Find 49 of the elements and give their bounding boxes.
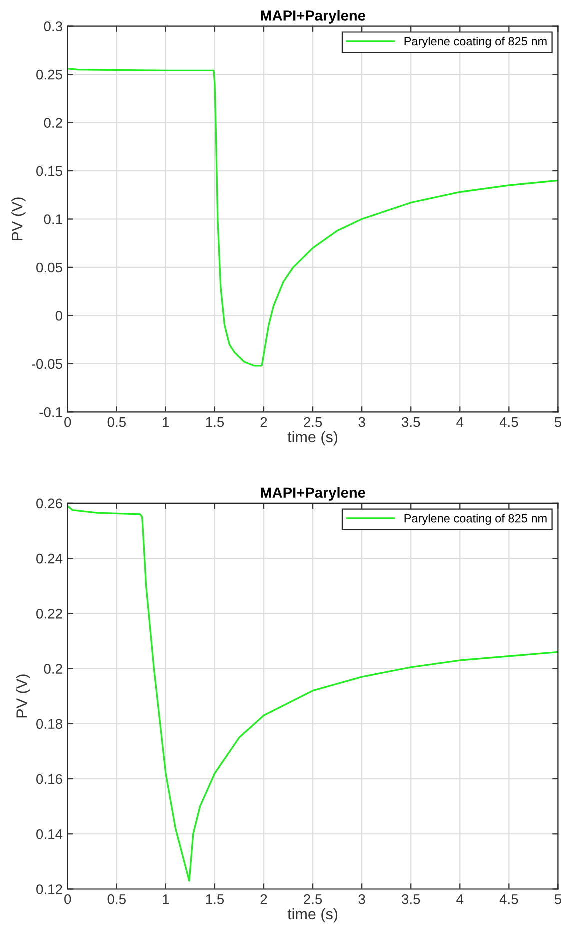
y-tick-label: 0.16 (36, 774, 62, 784)
x-axis-title: time (s) (288, 908, 338, 923)
x-tick-label: 2 (260, 417, 268, 428)
y-tick-label: 0.1 (44, 214, 62, 224)
y-tick-label: 0 (56, 311, 62, 321)
x-tick-label: 5 (554, 418, 561, 428)
x-tick-label: 4 (456, 894, 464, 904)
y-tick-label: 0.14 (36, 829, 63, 840)
y-tick-label: 0.22 (36, 609, 62, 619)
y-tick-label: -0.1 (40, 407, 62, 418)
x-tick-label: 0.5 (108, 417, 126, 428)
y-tick-label: 0.26 (36, 498, 62, 509)
chart-title: MAPI+Parylene (261, 10, 366, 24)
x-tick-label: 3 (358, 417, 366, 428)
x-tick-label: 5 (554, 894, 561, 904)
x-tick-label: 0.5 (108, 894, 126, 904)
y-tick-label: 0.15 (36, 166, 62, 176)
y-tick-label: 0.24 (36, 554, 63, 564)
x-tick-label: 3.5 (402, 894, 420, 904)
y-tick-label: 0.25 (36, 70, 62, 80)
x-tick-label: 3.5 (402, 417, 420, 428)
y-tick-label: 0.2 (44, 118, 62, 128)
y-tick-label: -0.05 (32, 359, 62, 370)
x-tick-label: 4 (456, 418, 464, 428)
line-series (68, 505, 558, 882)
y-tick-label: 0.3 (44, 22, 62, 32)
x-axis-title: time (s) (288, 431, 338, 446)
y-tick-label: 0.12 (36, 884, 62, 894)
x-tick-label: 2 (260, 894, 268, 904)
y-tick-label: 0.18 (36, 719, 62, 730)
legend-label: Parylene coating of 825 nm (404, 514, 547, 526)
chart-title: MAPI+Parylene (261, 487, 366, 501)
line-series (68, 68, 558, 367)
x-tick-label: 4.5 (500, 894, 518, 904)
x-tick-label: 1 (163, 418, 170, 428)
x-tick-label: 4.5 (500, 418, 518, 428)
y-tick-label: 0.05 (36, 262, 62, 273)
legend-label: Parylene coating of 825 nm (404, 36, 547, 48)
x-tick-label: 1.5 (206, 894, 224, 904)
y-tick-label: 0.2 (44, 664, 62, 674)
x-tick-label: 1 (163, 894, 170, 904)
x-tick-label: 3 (358, 894, 366, 904)
x-tick-label: 1.5 (206, 418, 224, 428)
y-axis-title: PV (V) (16, 674, 30, 718)
x-tick-label: 0 (64, 417, 72, 428)
x-tick-label: 0 (64, 894, 72, 904)
x-tick-label: 2.5 (304, 894, 322, 904)
y-axis-title: PV (V) (12, 198, 26, 240)
x-tick-label: 2.5 (304, 417, 322, 428)
